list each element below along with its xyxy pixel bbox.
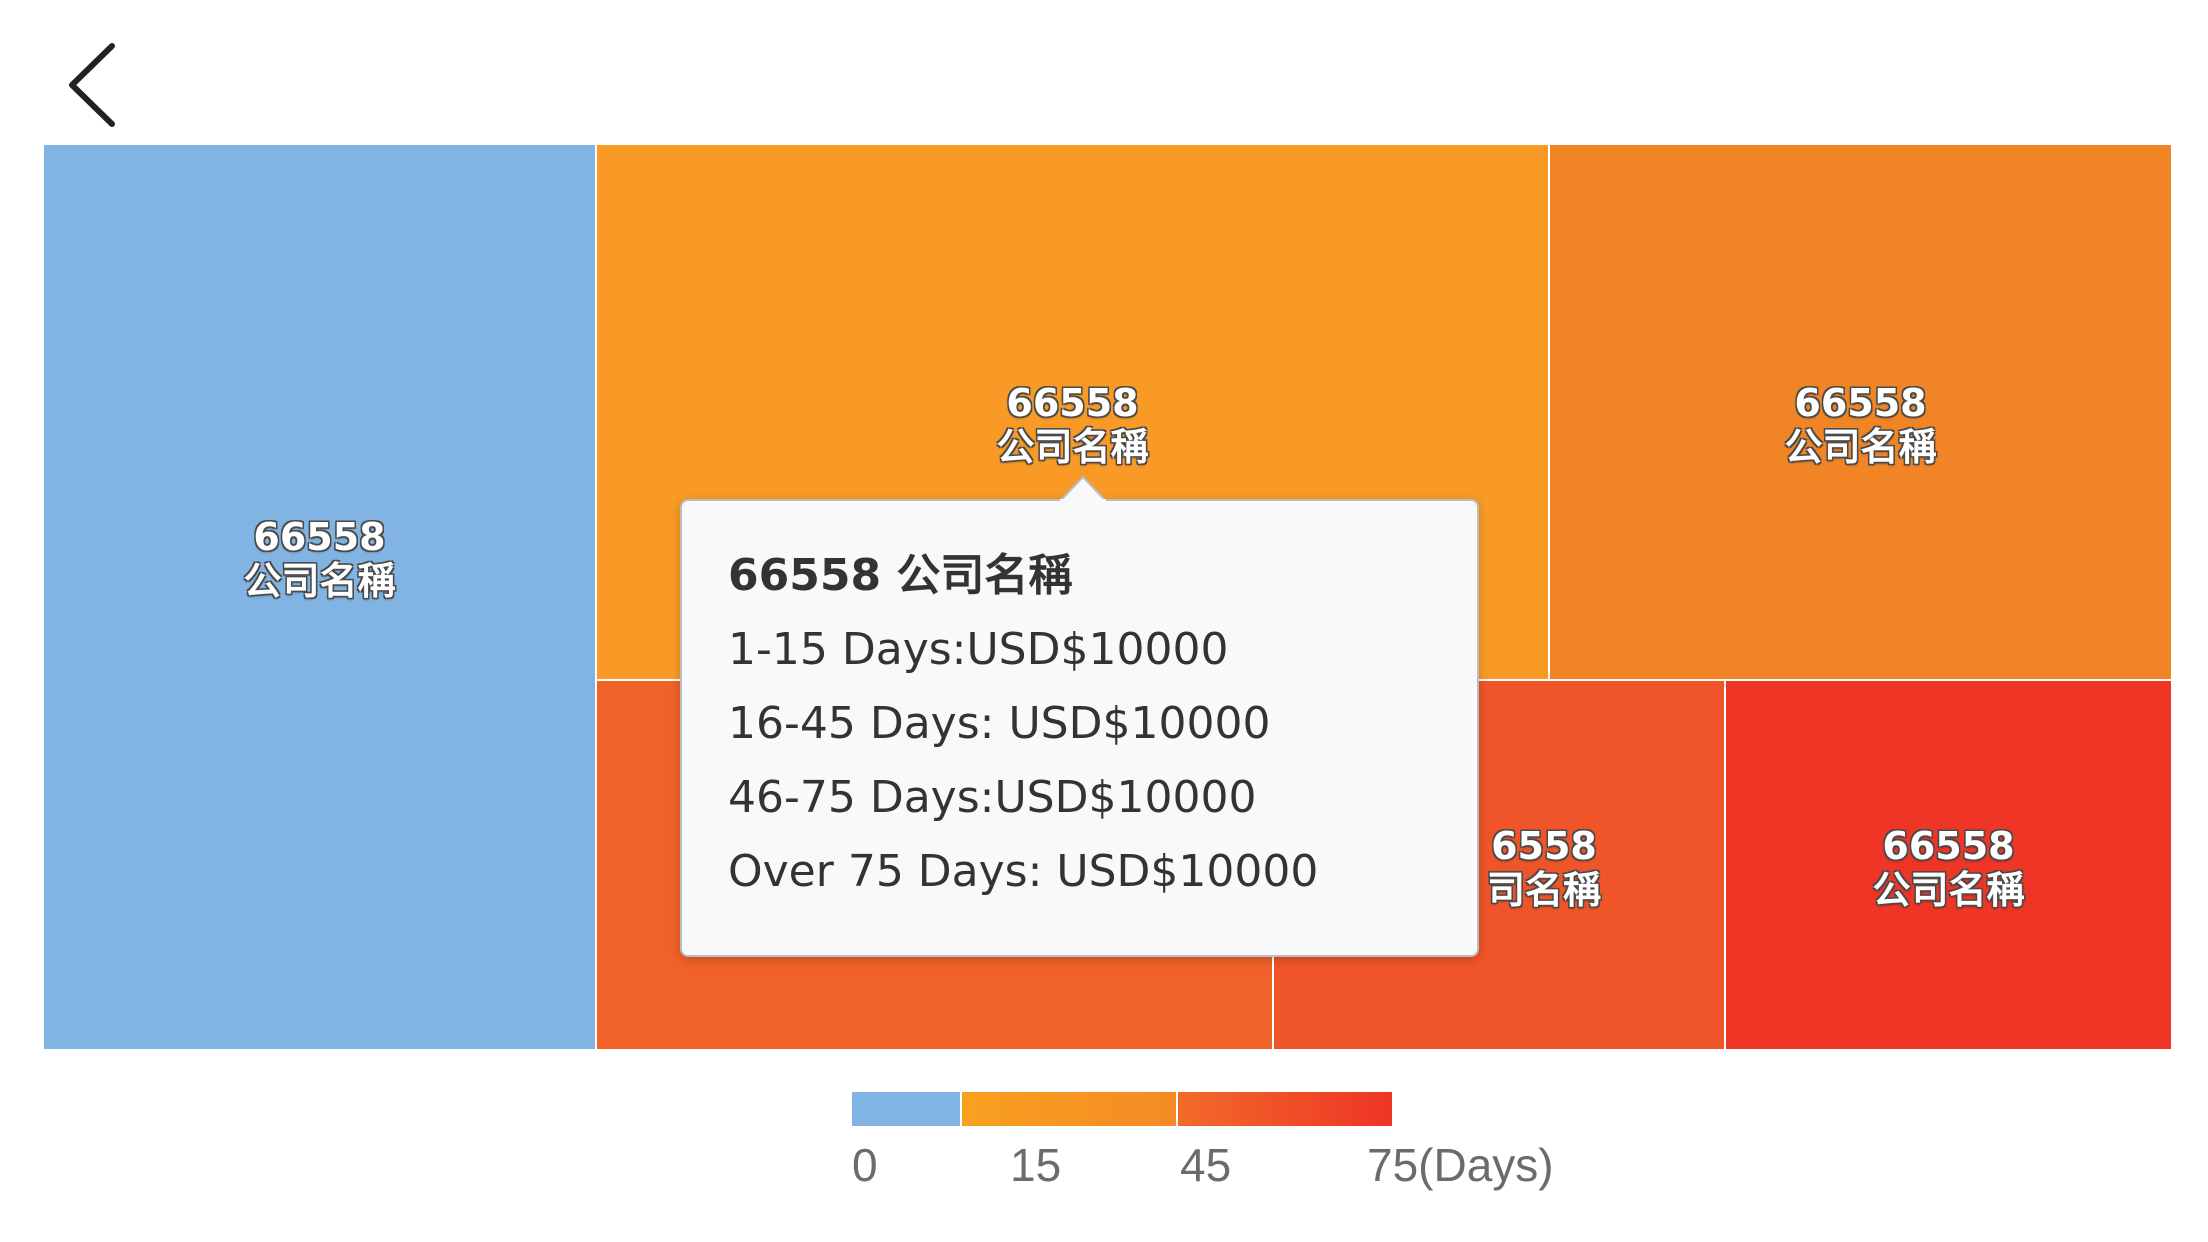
- tile-name: 公司名稱: [1784, 425, 1937, 469]
- tile-id: 66558: [253, 515, 386, 559]
- tooltip-row-1-15-days: 1-15 Days:USD$10000: [728, 624, 1229, 675]
- legend-tick-label: 75(Days): [1367, 1139, 1554, 1191]
- back-button[interactable]: [60, 40, 130, 130]
- tooltip-row-over-75-days: Over 75 Days: USD$10000: [728, 846, 1319, 897]
- tile-id: 66558: [1006, 381, 1139, 425]
- legend-segment: [961, 1092, 1176, 1126]
- legend-segment: [852, 1092, 960, 1126]
- treemap-tile[interactable]: 66558 公司名稱: [1549, 144, 2172, 680]
- tile-label: 66558 公司名稱: [1550, 381, 2171, 469]
- legend-tick-label: 15: [1010, 1139, 1062, 1191]
- tooltip: 66558 公司名稱 1-15 Days:USD$10000 16-45 Day…: [680, 499, 1479, 957]
- tile-name: 公司名稱: [996, 425, 1149, 469]
- legend-segment: [1177, 1092, 1392, 1126]
- tooltip-row-46-75-days: 46-75 Days:USD$10000: [728, 772, 1257, 823]
- legend-tick-label: 45: [1180, 1139, 1232, 1191]
- tooltip-row-16-45-days: 16-45 Days: USD$10000: [728, 698, 1271, 749]
- tile-id: 66558: [1882, 824, 2015, 868]
- tile-label: 66558 公司名稱: [597, 381, 1548, 469]
- tile-label: 66558 公司名稱: [44, 515, 595, 603]
- tooltip-pointer: [1060, 476, 1106, 502]
- color-scale-legend: [852, 1092, 1392, 1126]
- treemap-tile[interactable]: 66558 公司名稱: [1725, 680, 2172, 1050]
- tile-label: 66558 公司名稱: [1726, 824, 2171, 912]
- tile-name: 公司名稱: [1872, 868, 2025, 912]
- tile-name: 公司名稱: [243, 559, 396, 603]
- tile-id: 66558: [1794, 381, 1927, 425]
- treemap-tile[interactable]: 66558 公司名稱: [43, 144, 596, 1050]
- legend-tick-label: 0: [852, 1139, 878, 1191]
- chevron-left-icon: [69, 43, 115, 127]
- tooltip-title: 66558 公司名稱: [728, 550, 1073, 601]
